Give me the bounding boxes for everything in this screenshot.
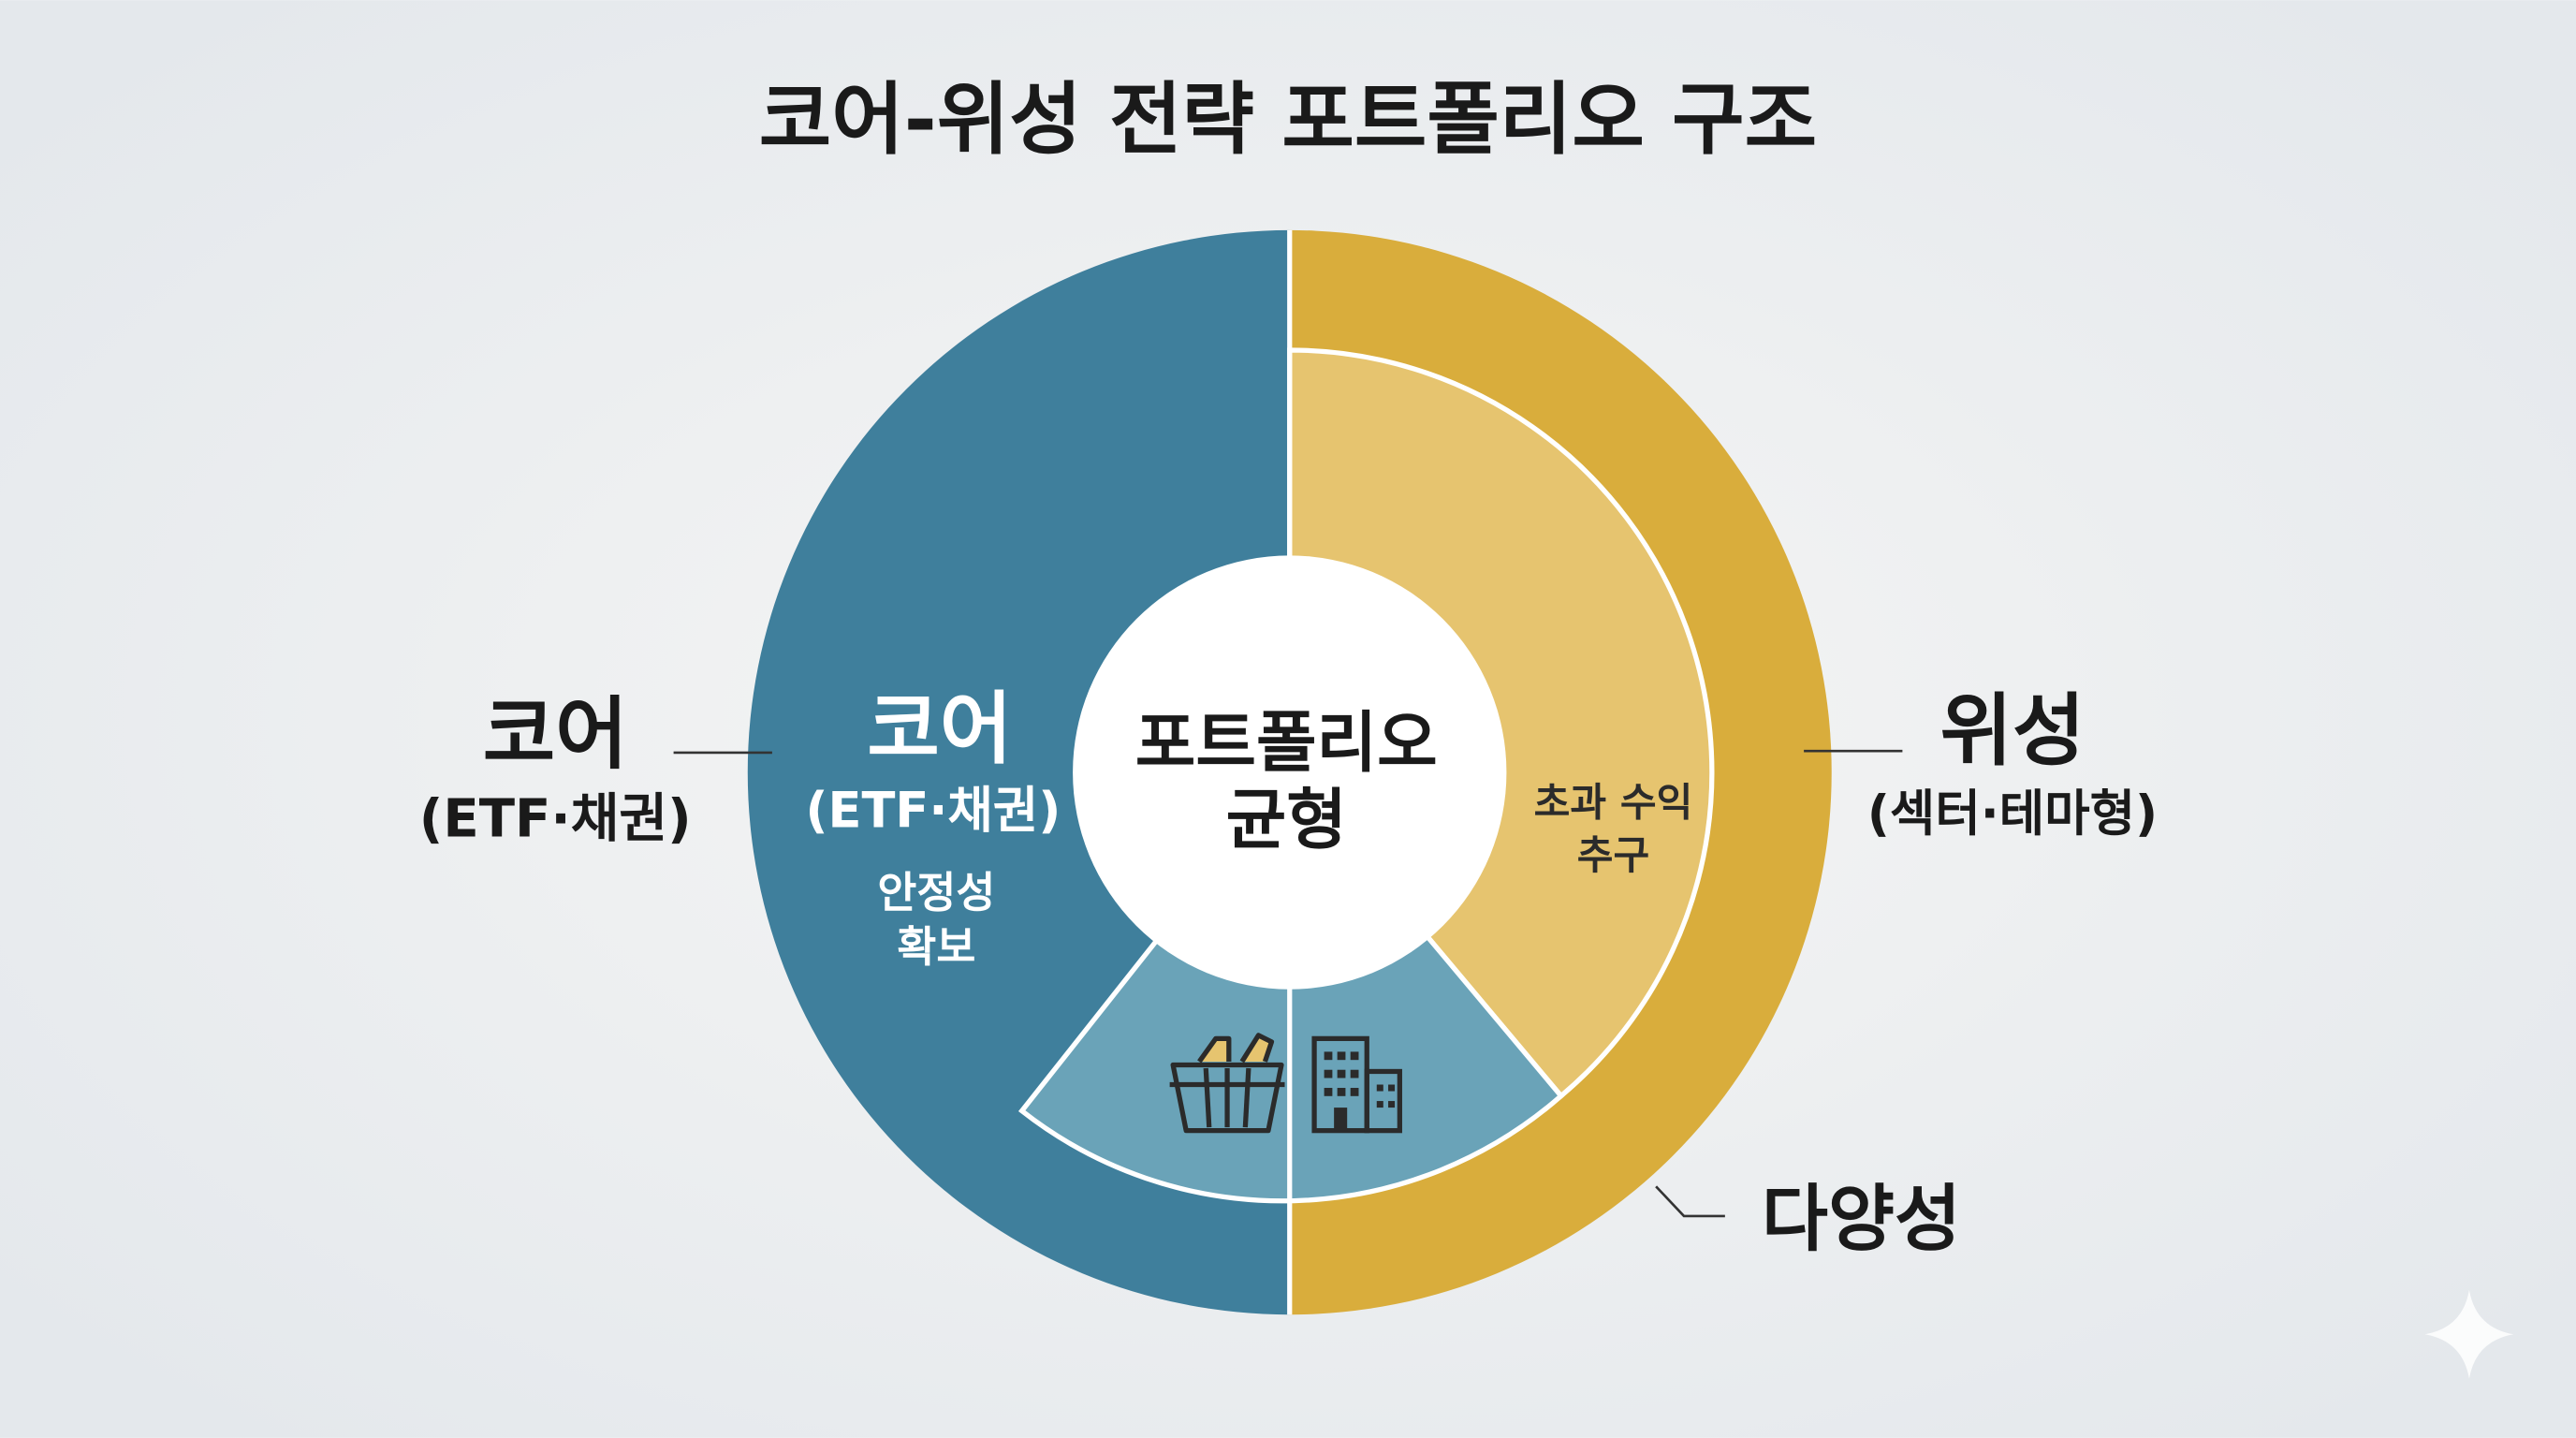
center-label: 포트폴리오 bbox=[1135, 705, 1438, 782]
center-circle bbox=[1073, 555, 1507, 990]
basket-icon bbox=[1169, 1033, 1285, 1134]
diversity-label: 다양성 bbox=[1762, 1178, 1961, 1262]
satellite-note: 초과 수익 bbox=[1534, 780, 1693, 826]
satellite-label: 위성 bbox=[1940, 684, 2086, 776]
core-inner-sublabel: (ETF·채권) bbox=[805, 783, 1061, 840]
building-icon bbox=[1311, 1035, 1402, 1134]
satellite-note: 추구 bbox=[1577, 832, 1649, 878]
diversity-leader bbox=[1655, 1185, 1725, 1218]
sparkle bbox=[2424, 1289, 2514, 1379]
satellite-sublabel: (섹터·테마형) bbox=[1867, 785, 2158, 843]
core-note: 확보 bbox=[897, 922, 975, 972]
core-label: 코어 bbox=[483, 688, 628, 780]
center-label: 균형 bbox=[1226, 782, 1347, 858]
core-inner-label: 코어 bbox=[867, 683, 1012, 775]
core-note: 안정성 bbox=[877, 868, 995, 917]
title: 코어-위성 전략 포트폴리오 구조 bbox=[759, 73, 1817, 165]
core-sublabel: (ETF·채권) bbox=[419, 788, 692, 849]
